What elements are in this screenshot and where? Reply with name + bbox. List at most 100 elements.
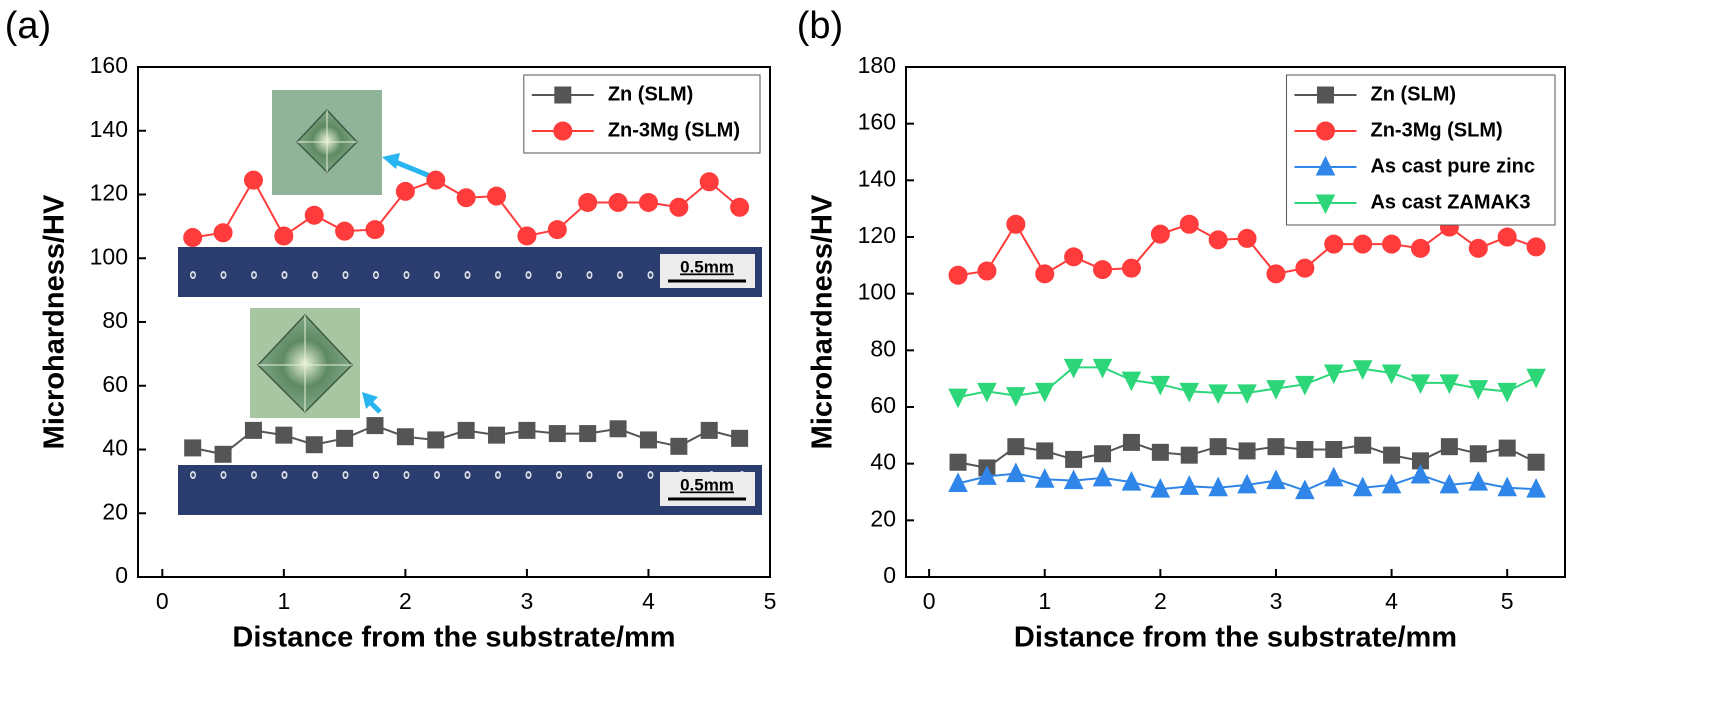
legend-marker <box>553 121 573 141</box>
legend-label: As cast pure zinc <box>1370 155 1535 177</box>
x-tick-label: 0 <box>923 588 936 614</box>
marker <box>1121 258 1141 278</box>
marker <box>457 421 475 439</box>
marker <box>730 197 750 217</box>
legend-label: Zn-3Mg (SLM) <box>608 119 740 141</box>
marker <box>243 170 263 190</box>
marker <box>1526 478 1546 498</box>
x-axis-title: Distance from the substrate/mm <box>232 622 675 654</box>
marker <box>1323 466 1344 487</box>
marker <box>1209 438 1227 456</box>
marker <box>1295 258 1315 278</box>
marker <box>1208 384 1228 404</box>
micrograph-strip-upper: 0.5mm <box>178 247 762 297</box>
marker <box>305 436 323 454</box>
x-tick-label: 5 <box>764 588 777 614</box>
x-tick-label: 3 <box>521 588 534 614</box>
marker <box>1353 234 1373 254</box>
y-tick-label: 100 <box>90 243 128 269</box>
y-tick-label: 20 <box>102 498 128 524</box>
x-tick-label: 5 <box>1501 588 1514 614</box>
y-tick-label: 60 <box>870 392 896 418</box>
y-tick-label: 120 <box>90 180 128 206</box>
legend-label: Zn-3Mg (SLM) <box>1370 119 1502 141</box>
marker <box>1180 446 1198 464</box>
marker <box>365 220 385 240</box>
marker <box>518 421 536 439</box>
marker <box>1497 227 1517 247</box>
marker <box>1381 473 1402 494</box>
marker <box>275 426 293 444</box>
marker <box>1469 445 1487 463</box>
marker <box>1354 436 1372 454</box>
marker <box>1006 214 1026 234</box>
marker <box>456 188 476 208</box>
y-axis-title: Microhardness/HV <box>807 194 839 449</box>
marker <box>1238 442 1256 460</box>
x-tick-label: 4 <box>642 588 655 614</box>
x-tick-label: 2 <box>1154 588 1167 614</box>
marker <box>578 192 598 212</box>
marker <box>548 425 566 443</box>
x-tick-label: 3 <box>1270 588 1283 614</box>
y-tick-label: 140 <box>858 165 896 191</box>
marker <box>1381 364 1402 385</box>
marker <box>426 170 446 190</box>
y-tick-label: 80 <box>870 335 896 361</box>
marker <box>183 228 203 248</box>
marker <box>427 431 445 449</box>
marker <box>335 221 355 241</box>
marker <box>1094 445 1112 463</box>
legend: Zn (SLM) Zn-3Mg (SLM) <box>523 74 761 154</box>
scale-label: 0.5mm <box>680 257 734 276</box>
marker <box>1036 442 1054 460</box>
indent-image-upper <box>272 90 431 195</box>
y-tick-label: 0 <box>883 562 896 588</box>
plot-frame <box>905 66 1566 578</box>
marker <box>1440 438 1458 456</box>
marker <box>213 223 233 243</box>
marker <box>1410 463 1431 484</box>
marker <box>639 431 657 449</box>
marker <box>1237 228 1257 248</box>
marker <box>1093 260 1113 280</box>
x-tick-label: 1 <box>1038 588 1051 614</box>
marker <box>608 192 628 212</box>
marker <box>517 226 537 246</box>
marker <box>1063 358 1084 379</box>
marker <box>1439 374 1460 395</box>
y-tick-label: 60 <box>102 371 128 397</box>
y-tick-label: 160 <box>90 52 128 78</box>
y-axis-title: Microhardness/HV <box>39 194 71 449</box>
y-tick-label: 80 <box>102 307 128 333</box>
marker <box>1410 374 1431 395</box>
marker <box>977 382 997 403</box>
marker <box>1352 476 1373 497</box>
marker <box>547 220 567 240</box>
marker <box>1266 469 1286 490</box>
marker <box>977 261 997 281</box>
marker <box>1296 441 1314 458</box>
legend-marker <box>1316 86 1334 104</box>
marker <box>1267 438 1285 456</box>
marker <box>1295 479 1315 500</box>
marker <box>1497 476 1518 497</box>
marker <box>669 197 689 217</box>
marker <box>1150 224 1170 244</box>
marker <box>1034 468 1055 488</box>
legend: Zn (SLM) Zn-3Mg (SLM) As cast pure zinc As … <box>1285 74 1556 226</box>
marker <box>304 205 324 225</box>
x-tick-label: 1 <box>277 588 290 614</box>
marker <box>487 186 507 206</box>
panel-label: (a) <box>5 5 51 47</box>
y-tick-label: 180 <box>858 52 896 78</box>
marker <box>1179 382 1200 403</box>
marker <box>1065 450 1083 468</box>
marker <box>1063 469 1084 490</box>
marker <box>1527 453 1545 471</box>
marker <box>1526 237 1546 257</box>
indent-image-lower <box>250 308 382 418</box>
marker <box>579 425 597 443</box>
marker <box>336 429 354 447</box>
